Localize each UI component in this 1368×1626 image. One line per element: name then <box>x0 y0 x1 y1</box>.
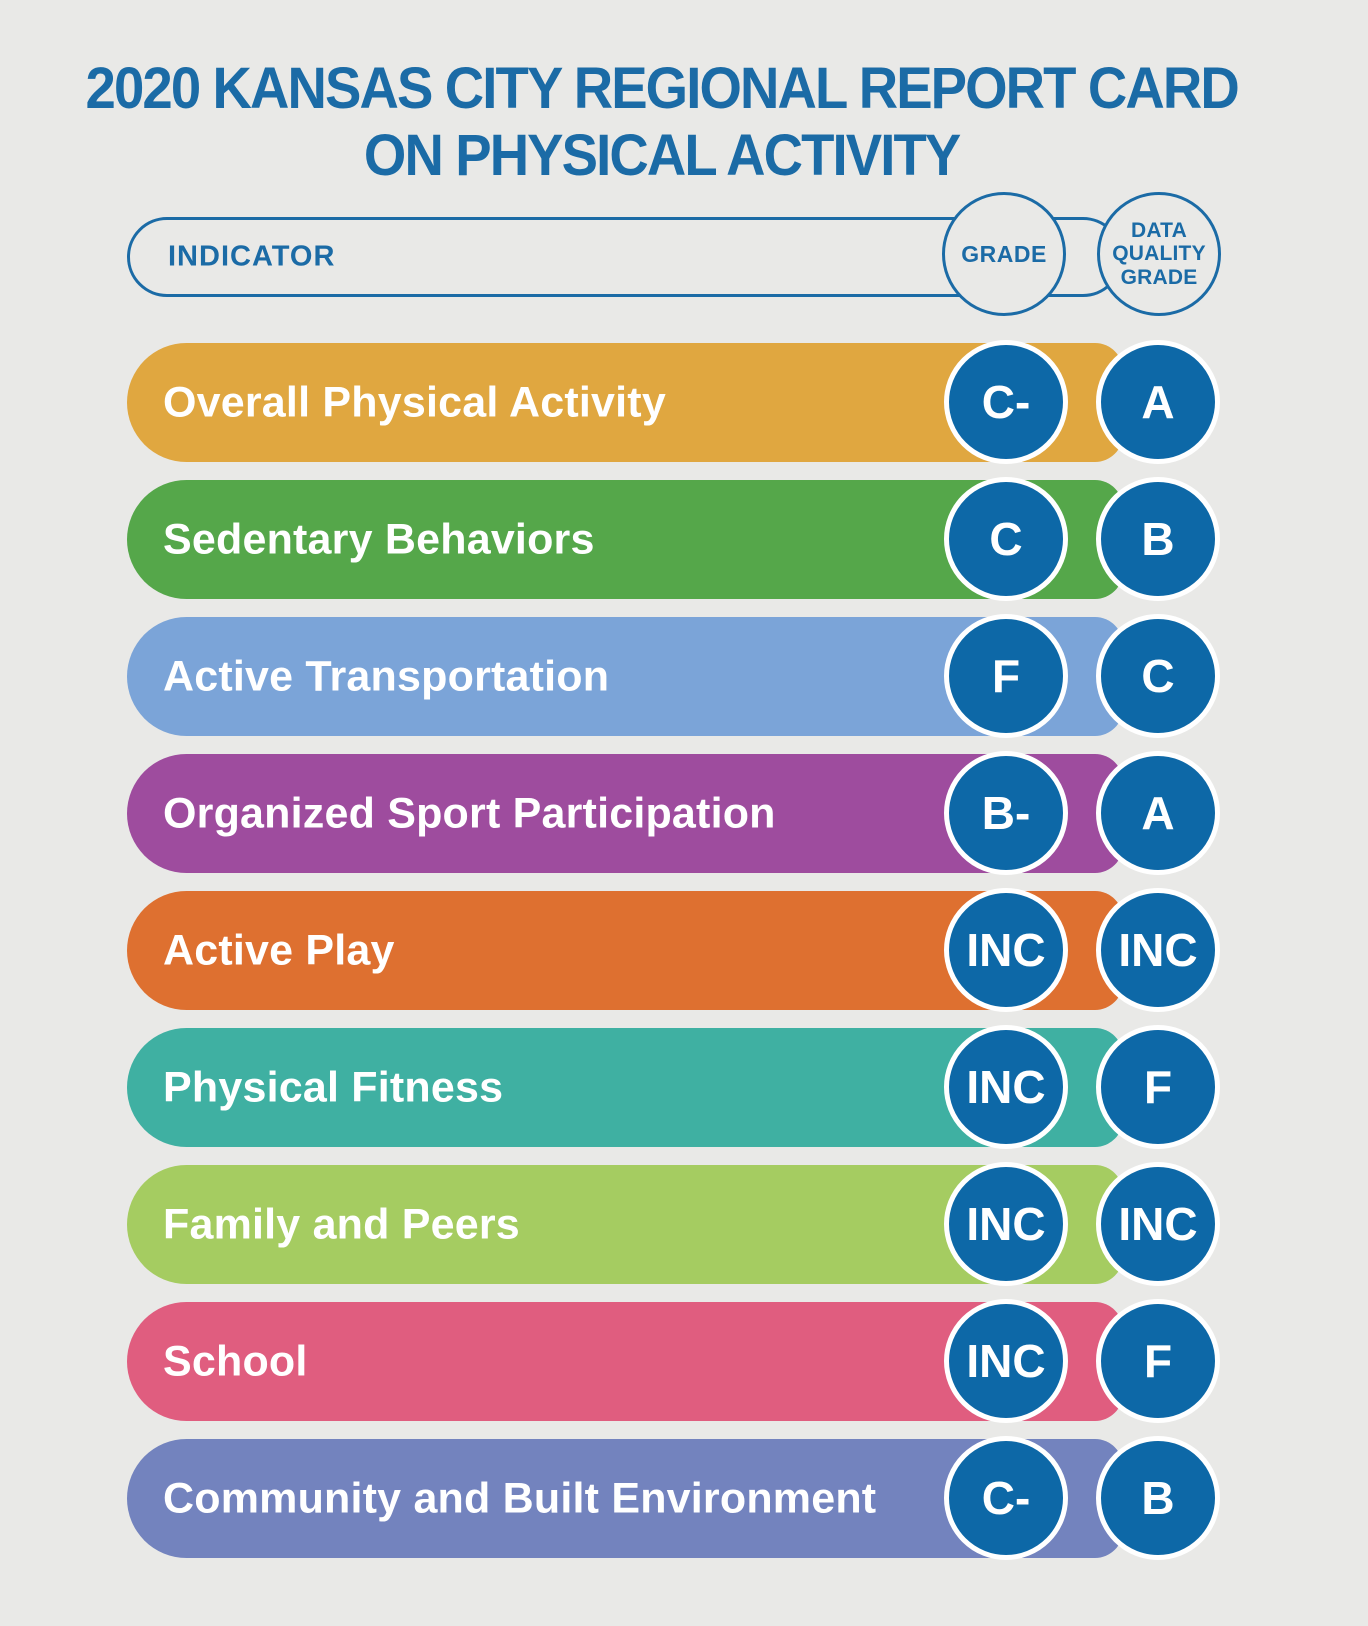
data-quality-grade-value: A <box>1141 787 1175 839</box>
indicator-label: Sedentary Behaviors <box>163 515 595 563</box>
indicator-label: Family and Peers <box>163 1200 520 1248</box>
grade-circle: INC <box>944 1299 1068 1423</box>
table-row: Organized Sport Participation B- A <box>127 751 1227 875</box>
grade-circle: INC <box>944 888 1068 1012</box>
indicator-label: Physical Fitness <box>163 1063 504 1111</box>
grade-value: INC <box>966 1335 1046 1387</box>
page-title-line1: 2020 KANSAS CITY REGIONAL REPORT CARD <box>85 55 1240 121</box>
grade-circle: C- <box>944 1436 1068 1560</box>
table-row: Sedentary Behaviors C B <box>127 477 1227 601</box>
data-quality-grade-circle: INC <box>1096 1162 1220 1286</box>
indicator-label: Organized Sport Participation <box>163 789 776 837</box>
grade-circle: C <box>944 477 1068 601</box>
grade-circle: C- <box>944 340 1068 464</box>
grade-value: C- <box>981 376 1031 428</box>
grade-circle: B- <box>944 751 1068 875</box>
data-quality-grade-circle: F <box>1096 1299 1220 1423</box>
table-row: School INC F <box>127 1299 1227 1423</box>
data-quality-grade-circle: B <box>1096 1436 1220 1560</box>
data-quality-grade-circle: B <box>1096 477 1220 601</box>
grade-header-circle: GRADE <box>942 192 1066 316</box>
data-quality-grade-circle: A <box>1096 340 1220 464</box>
data-quality-header-label: DATA QUALITY GRADE <box>1112 218 1206 289</box>
data-quality-grade-value: B <box>1141 1472 1175 1524</box>
page-title-line2: ON PHYSICAL ACTIVITY <box>363 123 961 189</box>
data-quality-grade-value: F <box>1143 1061 1173 1113</box>
indicator-label: Active Transportation <box>163 652 610 700</box>
indicator-label: Community and Built Environment <box>163 1474 877 1522</box>
grade-value: F <box>991 650 1021 702</box>
grade-value: INC <box>966 1198 1046 1250</box>
data-quality-grade-value: F <box>1143 1335 1173 1387</box>
grade-value: C- <box>981 1472 1031 1524</box>
indicator-header-label: INDICATOR <box>168 240 336 273</box>
data-quality-header-circle: DATA QUALITY GRADE <box>1097 192 1221 316</box>
table-row: Active Play INC INC <box>127 888 1227 1012</box>
grade-value: INC <box>966 924 1046 976</box>
indicator-label: Overall Physical Activity <box>163 378 666 426</box>
data-quality-grade-circle: C <box>1096 614 1220 738</box>
indicator-rows: Overall Physical Activity C- A Sedentary… <box>127 340 1227 1560</box>
page-title: 2020 KANSAS CITY REGIONAL REPORT CARD ON … <box>39 55 1325 190</box>
table-row: Overall Physical Activity C- A <box>127 340 1227 464</box>
grade-header-label: GRADE <box>961 240 1047 267</box>
grade-value: INC <box>966 1061 1046 1113</box>
data-quality-grade-circle: F <box>1096 1025 1220 1149</box>
grade-value: C <box>989 513 1023 565</box>
data-quality-grade-value: C <box>1141 650 1175 702</box>
indicator-label: School <box>163 1337 308 1385</box>
indicator-label: Active Play <box>163 926 395 974</box>
data-quality-grade-value: INC <box>1118 924 1198 976</box>
table-row: Active Transportation F C <box>127 614 1227 738</box>
data-quality-grade-value: A <box>1141 376 1175 428</box>
data-quality-grade-value: INC <box>1118 1198 1198 1250</box>
data-quality-grade-value: B <box>1141 513 1175 565</box>
data-quality-grade-circle: A <box>1096 751 1220 875</box>
grade-circle: F <box>944 614 1068 738</box>
indicator-header-pill: INDICATOR <box>127 217 1123 297</box>
grade-circle: INC <box>944 1025 1068 1149</box>
grade-circle: INC <box>944 1162 1068 1286</box>
table-row: Community and Built Environment C- B <box>127 1436 1227 1560</box>
data-quality-grade-circle: INC <box>1096 888 1220 1012</box>
table-row: Physical Fitness INC F <box>127 1025 1227 1149</box>
table-row: Family and Peers INC INC <box>127 1162 1227 1286</box>
grade-value: B- <box>981 787 1031 839</box>
